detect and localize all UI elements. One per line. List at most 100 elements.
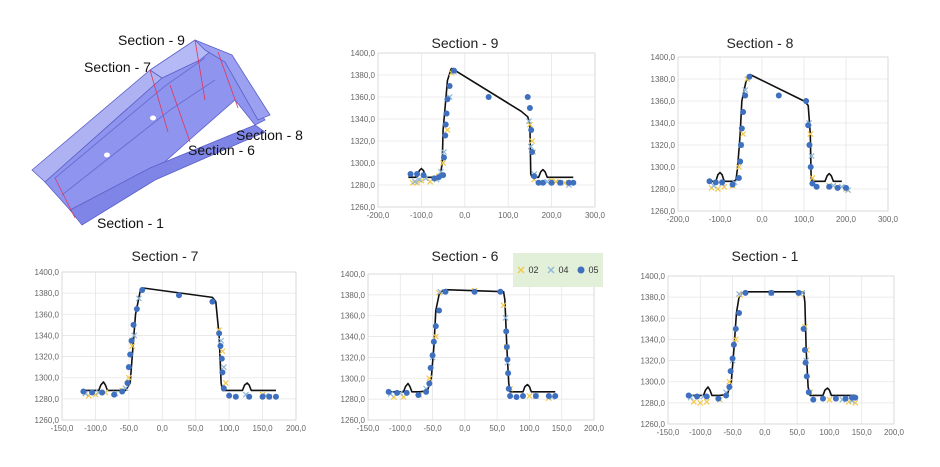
y-tick-label: 1260,0 (35, 416, 60, 425)
chart-plot: 1260,0 1280,0 1300,0 1320,0 1340,0 1360,0 1380… (351, 49, 606, 220)
data-point-05 (220, 385, 227, 392)
data-point-05 (834, 184, 841, 191)
data-point-05 (715, 395, 722, 402)
data-point-02 (500, 302, 507, 309)
data-point-05 (450, 67, 457, 74)
data-point-05 (738, 142, 744, 148)
data-point-05 (531, 173, 538, 180)
part-flange-right (194, 39, 271, 121)
data-point-05 (800, 325, 807, 332)
y-tick-label: 1400,0 (351, 49, 376, 58)
legend-label: 04 (558, 265, 569, 275)
x-tick-label: 200,0 (584, 424, 605, 433)
plot-frame (667, 275, 895, 425)
part-label-section-7: Section - 7 (84, 59, 151, 75)
data-point-05 (99, 389, 106, 396)
y-tick-label: 1280,0 (341, 395, 366, 404)
data-point-02 (444, 126, 451, 134)
data-point-05 (443, 110, 450, 117)
data-point-04 (736, 290, 743, 297)
nominal-profile-line (82, 287, 276, 392)
data-point-05 (737, 158, 744, 165)
chart-plot: 1260,0 1280,0 1300,0 1320,0 1340,0 1360,0 1380… (641, 272, 905, 437)
data-point-05 (738, 125, 745, 132)
data-point-05 (806, 142, 813, 148)
y-tick-label: 1260,0 (351, 203, 376, 212)
data-point-05 (535, 179, 542, 186)
x-tick-label: 0,0 (759, 428, 771, 437)
data-point-04 (220, 364, 227, 371)
data-point-04 (437, 288, 444, 295)
data-point-05 (802, 359, 809, 366)
y-tick-label: 1380,0 (651, 75, 676, 84)
chart-title: Section - 1 (731, 248, 799, 264)
data-point-05 (216, 330, 223, 337)
x-tick-label: 100,0 (794, 215, 815, 224)
data-point-05 (89, 389, 96, 396)
data-point-02 (432, 333, 439, 340)
x-tick-label: 200,0 (286, 424, 307, 433)
x-tick-label: 300,0 (878, 215, 899, 224)
nominal-profile-line (387, 288, 556, 393)
data-point-05 (125, 364, 132, 371)
data-point-05 (732, 325, 739, 332)
legend-item-02: 02 (517, 265, 539, 275)
data-point-05 (266, 393, 273, 400)
cut-line-9 (194, 39, 206, 101)
x-tick-label: -50,0 (723, 428, 742, 437)
data-point-05 (442, 288, 449, 295)
part-hole-1 (150, 115, 156, 121)
y-tick-label: 1280,0 (35, 395, 60, 404)
data-point-05 (176, 292, 182, 299)
data-point-05 (552, 393, 559, 400)
data-point-05 (436, 307, 443, 314)
data-point-02 (125, 374, 132, 381)
data-point-05 (726, 384, 733, 390)
legend-item-04: 04 (547, 265, 569, 275)
data-point-02 (440, 159, 447, 167)
data-point-04 (440, 148, 447, 156)
cut-line-6 (169, 84, 191, 143)
data-point-02 (222, 379, 229, 387)
data-point-05 (128, 337, 135, 344)
data-point-02 (219, 348, 226, 355)
data-point-05 (394, 389, 401, 396)
x-tick-label: -50,0 (423, 424, 442, 433)
x-tick-label: -100,0 (84, 424, 107, 433)
data-point-05 (513, 394, 520, 401)
x-tick-label: 150,0 (552, 424, 573, 433)
data-point-05 (735, 175, 742, 181)
y-tick-label: 1260,0 (641, 420, 666, 429)
data-point-05 (133, 306, 140, 312)
data-point-05 (524, 94, 531, 100)
data-point-05 (430, 338, 437, 345)
data-point-02 (561, 179, 568, 186)
data-point-05 (432, 323, 439, 330)
data-point-05 (723, 392, 730, 399)
y-tick-label: 1300,0 (35, 374, 60, 383)
x-tick-label: 0,0 (459, 424, 471, 433)
x-tick-label: -100,0 (709, 215, 732, 224)
y-tick-label: 1300,0 (641, 378, 666, 387)
data-point-05 (740, 109, 747, 115)
data-point-05 (703, 393, 710, 400)
data-point-05 (226, 392, 233, 399)
cut-line-7 (149, 69, 169, 133)
data-point-05 (420, 172, 427, 179)
y-tick-label: 1340,0 (35, 331, 60, 340)
data-point-05 (80, 388, 87, 395)
data-point-05 (730, 341, 737, 348)
y-tick-label: 1360,0 (341, 312, 366, 321)
data-point-05 (442, 121, 449, 128)
data-point-02 (427, 178, 434, 185)
data-point-05 (727, 368, 734, 375)
data-point-05 (505, 385, 512, 392)
data-point-05 (471, 288, 478, 295)
data-point-05 (444, 96, 451, 103)
chart-title: Section - 7 (131, 248, 199, 264)
data-point-05 (232, 393, 239, 400)
data-point-05 (810, 396, 817, 403)
y-tick-label: 1400,0 (341, 270, 366, 279)
part-illustration: Section - 9 Section - 7 Section - 8 Sect… (0, 0, 320, 240)
y-tick-label: 1360,0 (641, 314, 666, 323)
